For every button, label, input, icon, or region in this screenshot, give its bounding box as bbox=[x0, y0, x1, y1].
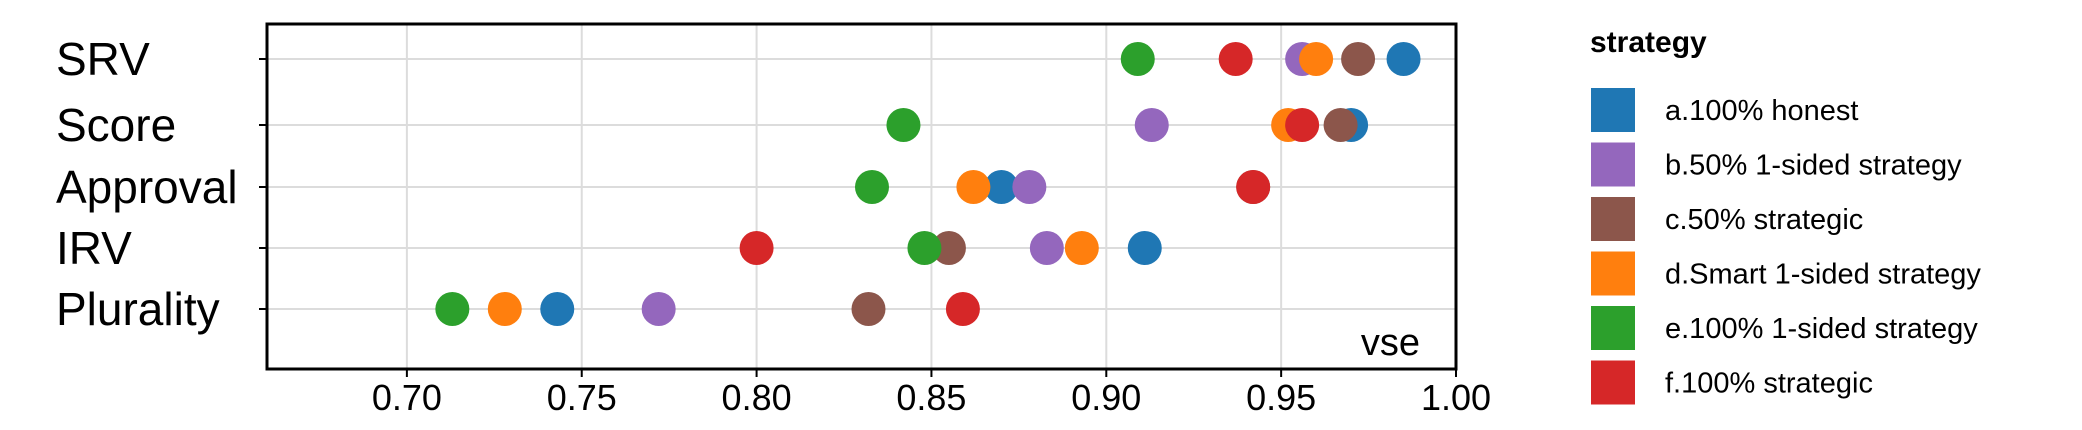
x-tick-label-5: 0.95 bbox=[1246, 377, 1316, 418]
legend-swatch-2 bbox=[1591, 197, 1635, 241]
point-4-plurality bbox=[435, 292, 470, 326]
legend: strategy a.100% honest b.50% 1-sided stra… bbox=[1590, 26, 1981, 405]
point-0-approval bbox=[984, 170, 1019, 204]
point-1-irv bbox=[1029, 231, 1064, 265]
point-5-approval bbox=[1236, 170, 1271, 204]
x-tick-label-6: 1.00 bbox=[1421, 377, 1491, 418]
legend-label-4: e.100% 1-sided strategy bbox=[1665, 313, 1978, 345]
point-2-irv bbox=[931, 231, 966, 265]
category-label-1: Score bbox=[56, 99, 176, 151]
point-5-plurality bbox=[945, 292, 980, 326]
legend-title: strategy bbox=[1590, 26, 1707, 59]
x-tick-labels: 0.70 0.75 0.80 0.85 0.90 0.95 1.00 bbox=[372, 369, 1491, 418]
point-0-irv bbox=[1127, 231, 1162, 265]
legend-label-1: b.50% 1-sided strategy bbox=[1665, 150, 1962, 182]
x-axis-title: vse bbox=[1361, 322, 1420, 364]
point-1-plurality bbox=[641, 292, 676, 326]
point-4-srv bbox=[1120, 42, 1155, 76]
category-labels: SRV Score Approval IRV Plurality bbox=[56, 33, 267, 335]
legend-label-2: c.50% strategic bbox=[1665, 204, 1863, 236]
legend-label-5: f.100% strategic bbox=[1665, 368, 1873, 400]
point-0-plurality bbox=[540, 292, 575, 326]
point-1-approval bbox=[1012, 170, 1047, 204]
point-3-irv bbox=[1064, 231, 1099, 265]
point-3-srv bbox=[1299, 42, 1334, 76]
point-4-approval bbox=[854, 170, 889, 204]
point-4-score bbox=[886, 108, 921, 142]
legend-swatch-5 bbox=[1591, 360, 1635, 405]
category-label-4: Plurality bbox=[56, 283, 220, 335]
legend-swatch-0 bbox=[1591, 88, 1635, 132]
category-label-2: Approval bbox=[56, 161, 238, 213]
point-2-srv bbox=[1341, 42, 1376, 76]
point-5-srv bbox=[1218, 42, 1253, 76]
x-tick-label-2: 0.80 bbox=[722, 377, 792, 418]
legend-swatch-4 bbox=[1591, 306, 1635, 350]
category-label-3: IRV bbox=[56, 222, 132, 274]
point-4-irv bbox=[907, 231, 942, 265]
legend-label-0: a.100% honest bbox=[1665, 95, 1858, 127]
plot-frame bbox=[265, 22, 1458, 371]
legend-label-3: d.Smart 1-sided strategy bbox=[1665, 259, 1981, 291]
point-3-approval bbox=[956, 170, 991, 204]
point-2-score bbox=[1323, 108, 1358, 142]
x-tick-label-4: 0.90 bbox=[1071, 377, 1141, 418]
x-tick-label-1: 0.75 bbox=[547, 377, 617, 418]
point-3-plurality bbox=[487, 292, 522, 326]
point-5-irv bbox=[739, 231, 774, 265]
legend-swatch-3 bbox=[1591, 251, 1635, 296]
data-points bbox=[435, 42, 1421, 326]
legend-swatch-1 bbox=[1591, 142, 1635, 187]
x-tick-label-3: 0.85 bbox=[896, 377, 966, 418]
category-label-0: SRV bbox=[56, 33, 150, 85]
point-1-score bbox=[1134, 108, 1169, 142]
x-tick-label-0: 0.70 bbox=[372, 377, 442, 418]
point-0-srv bbox=[1386, 42, 1421, 76]
point-5-score bbox=[1285, 108, 1320, 142]
point-2-plurality bbox=[851, 292, 886, 326]
